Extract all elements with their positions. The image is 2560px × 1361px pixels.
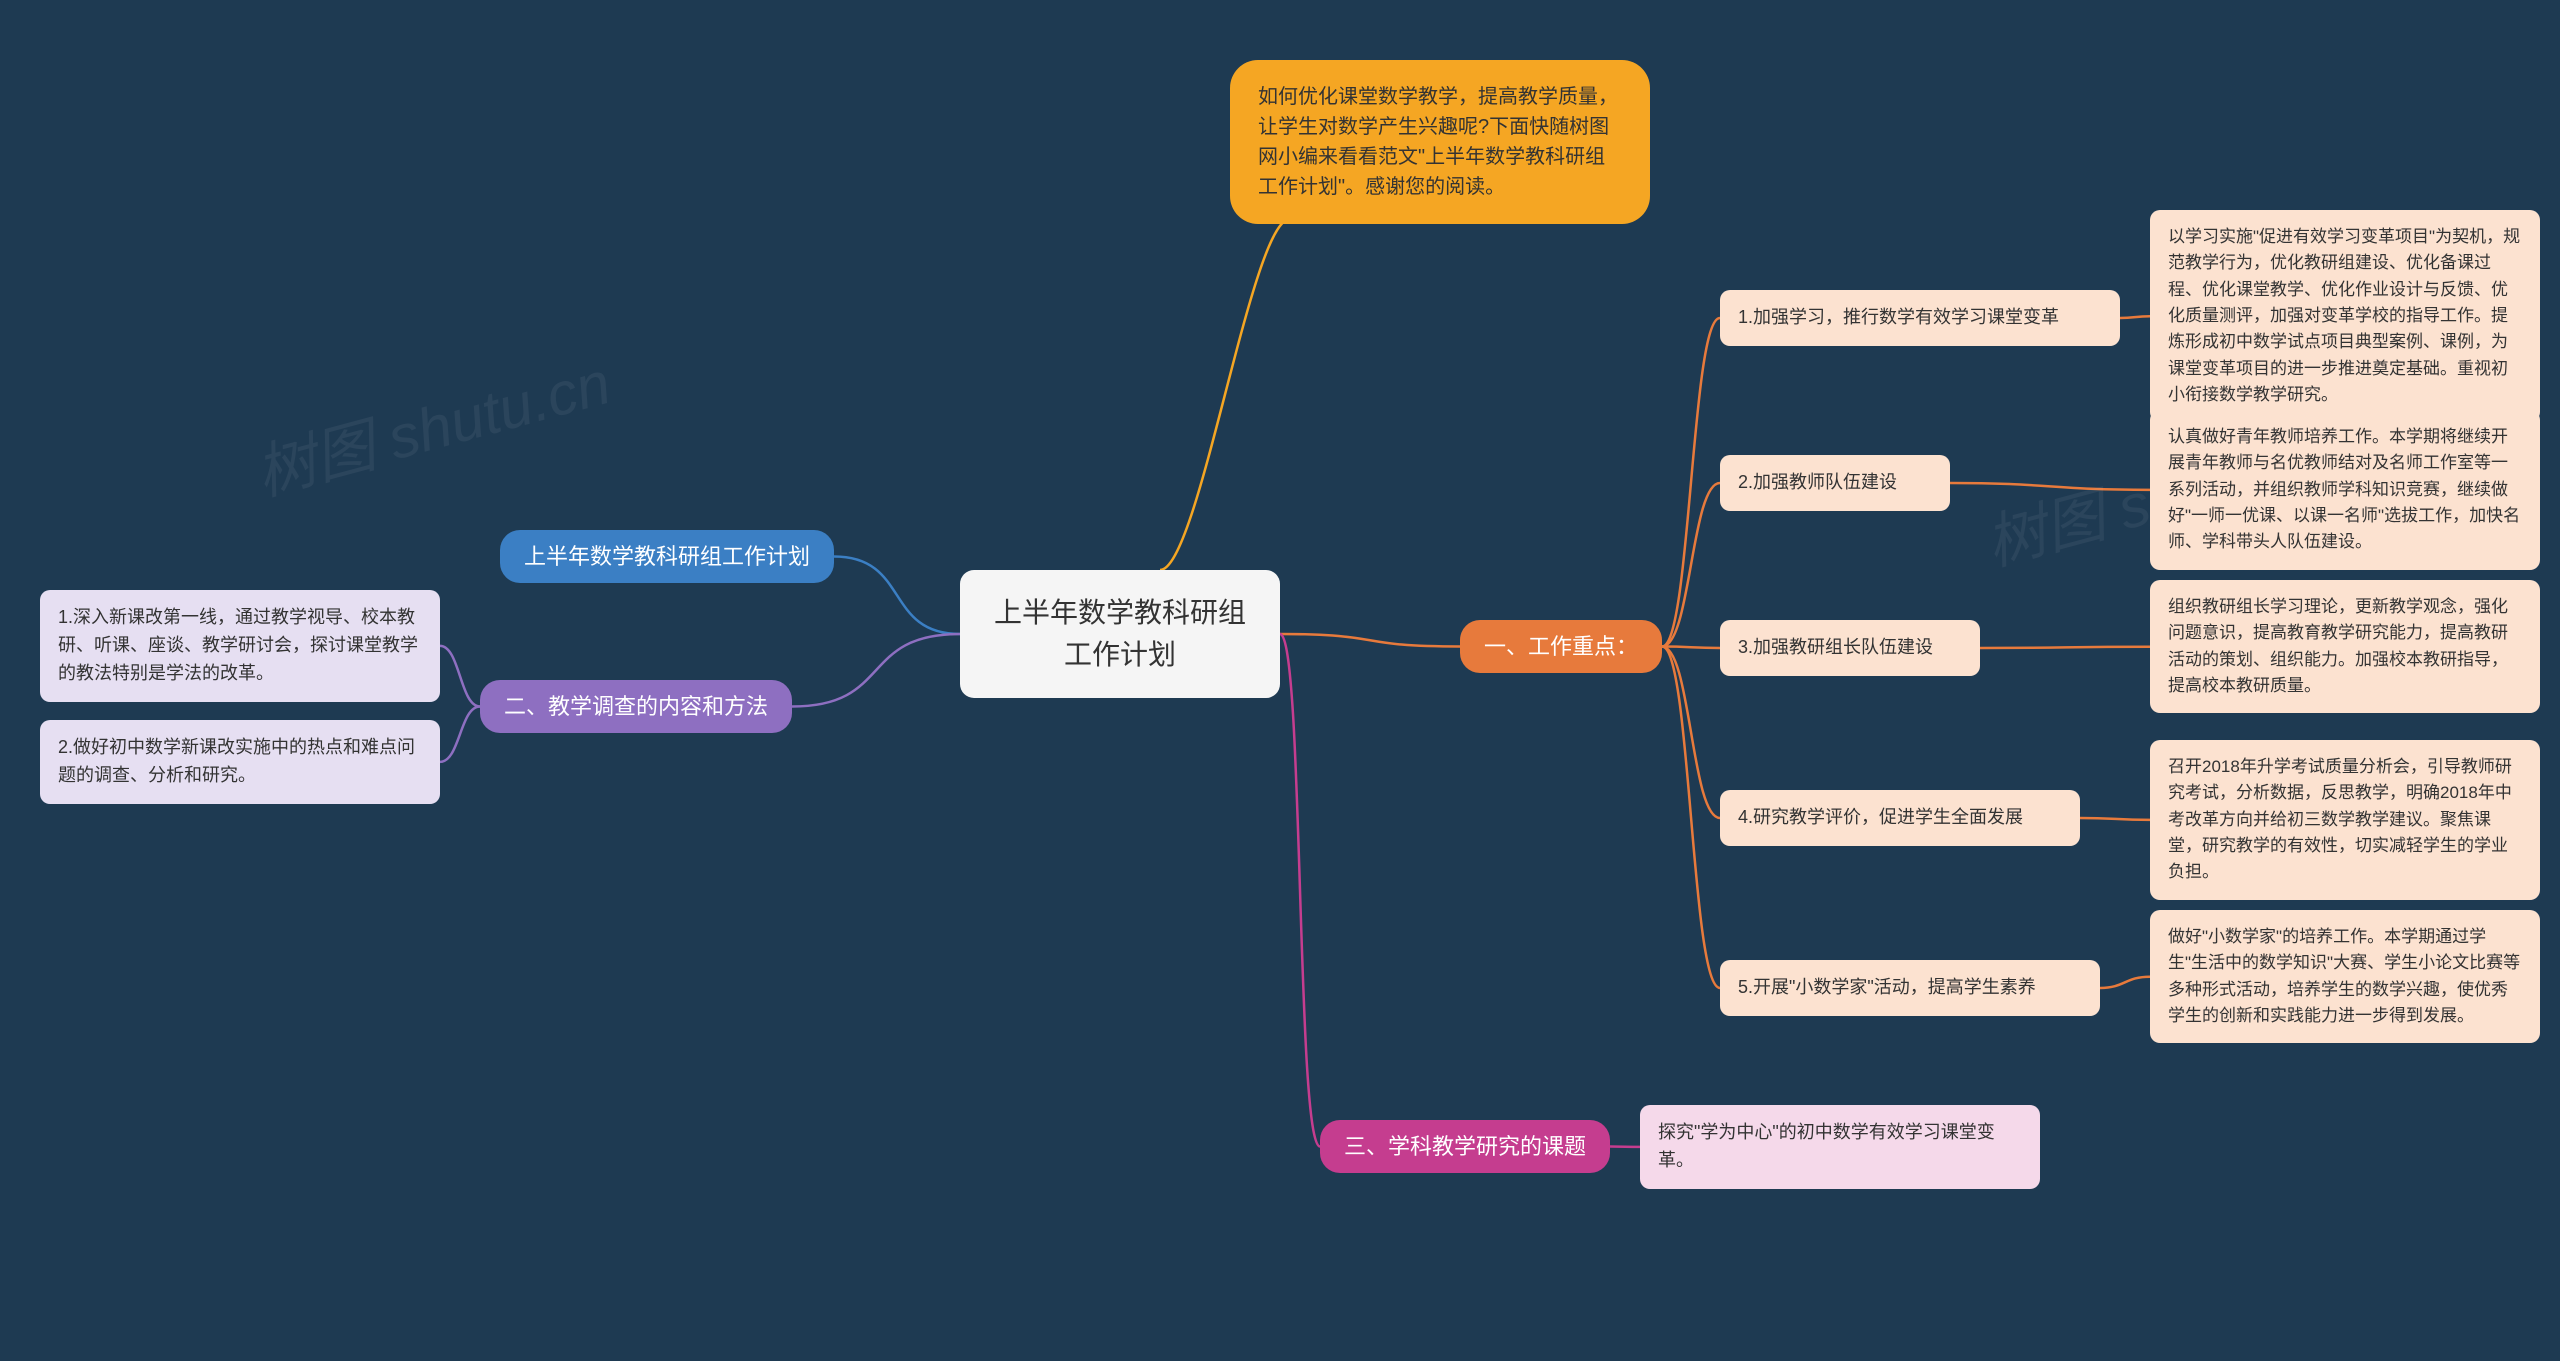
leaf-b3-1[interactable]: 2.加强教师队伍建设 [1720, 455, 1950, 511]
leaf-b2-0[interactable]: 1.深入新课改第一线，通过教学视导、校本教研、听课、座谈、教学研讨会，探讨课堂教… [40, 590, 440, 702]
branch-b4[interactable]: 三、学科教学研究的课题 [1320, 1120, 1610, 1173]
detail-b3-2[interactable]: 组织教研组长学习理论，更新教学观念，强化问题意识，提高教育教学研究能力，提高教研… [2150, 580, 2540, 713]
leaf-b3-4[interactable]: 5.开展"小数学家"活动，提高学生素养 [1720, 960, 2100, 1016]
detail-b3-4[interactable]: 做好"小数学家"的培养工作。本学期通过学生"生活中的数学知识"大赛、学生小论文比… [2150, 910, 2540, 1043]
branch-b2[interactable]: 二、教学调查的内容和方法 [480, 680, 792, 733]
leaf-b4-0[interactable]: 探究"学为中心"的初中数学有效学习课堂变革。 [1640, 1105, 2040, 1189]
intro-node[interactable]: 如何优化课堂数学教学，提高教学质量，让学生对数学产生兴趣呢?下面快随树图网小编来… [1230, 60, 1650, 224]
branch-b3[interactable]: 一、工作重点： [1460, 620, 1662, 673]
branch-b1[interactable]: 上半年数学教科研组工作计划 [500, 530, 834, 583]
leaf-b3-2[interactable]: 3.加强教研组长队伍建设 [1720, 620, 1980, 676]
leaf-b3-0[interactable]: 1.加强学习，推行数学有效学习课堂变革 [1720, 290, 2120, 346]
leaf-b2-1[interactable]: 2.做好初中数学新课改实施中的热点和难点问题的调查、分析和研究。 [40, 720, 440, 804]
detail-b3-1[interactable]: 认真做好青年教师培养工作。本学期将继续开展青年教师与名优教师结对及名师工作室等一… [2150, 410, 2540, 570]
watermark-1: 树图 shutu.cn [245, 334, 619, 512]
detail-b3-3[interactable]: 召开2018年升学考试质量分析会，引导教师研究考试，分析数据，反思教学，明确20… [2150, 740, 2540, 900]
center-node[interactable]: 上半年数学教科研组工作计划 [960, 570, 1280, 698]
leaf-b3-3[interactable]: 4.研究教学评价，促进学生全面发展 [1720, 790, 2080, 846]
detail-b3-0[interactable]: 以学习实施"促进有效学习变革项目"为契机，规范教学行为，优化教研组建设、优化备课… [2150, 210, 2540, 422]
